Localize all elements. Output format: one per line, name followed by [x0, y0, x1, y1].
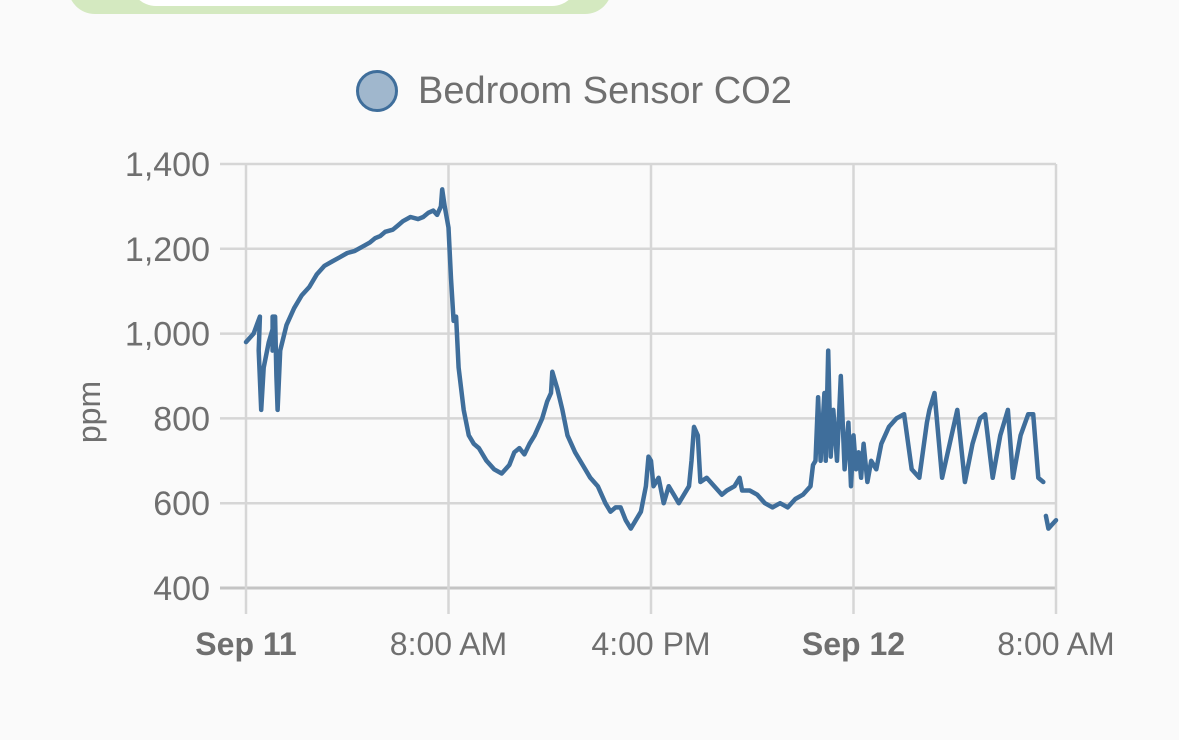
y-tick-label: 1,400 — [125, 146, 210, 184]
chart-legend[interactable]: Bedroom Sensor CO2 — [356, 66, 792, 116]
previous-card-inner — [130, 0, 578, 6]
legend-label: Bedroom Sensor CO2 — [418, 69, 792, 112]
co2-series-line — [243, 187, 1059, 531]
y-tick-label: 1,200 — [125, 231, 210, 269]
y-tick-label: 1,000 — [125, 316, 210, 354]
y-axis-ticks: 1,400 1,200 1,000 800 600 400 — [125, 146, 210, 608]
chart-grid — [220, 162, 1058, 614]
y-tick-label: 800 — [153, 400, 210, 438]
y-tick-label: 400 — [153, 570, 210, 608]
x-tick-label: 4:00 PM — [591, 626, 710, 662]
y-tick-label: 600 — [153, 485, 210, 523]
legend-circle-icon — [356, 70, 398, 112]
x-tick-label: Sep 11 — [195, 626, 296, 662]
x-tick-label: 8:00 AM — [390, 626, 507, 662]
x-tick-label: Sep 12 — [802, 626, 905, 662]
y-axis-label: ppm — [71, 381, 107, 443]
x-tick-label: 8:00 AM — [997, 626, 1114, 662]
x-axis-ticks: Sep 11 8:00 AM 4:00 PM Sep 12 8:00 AM — [195, 626, 1114, 662]
